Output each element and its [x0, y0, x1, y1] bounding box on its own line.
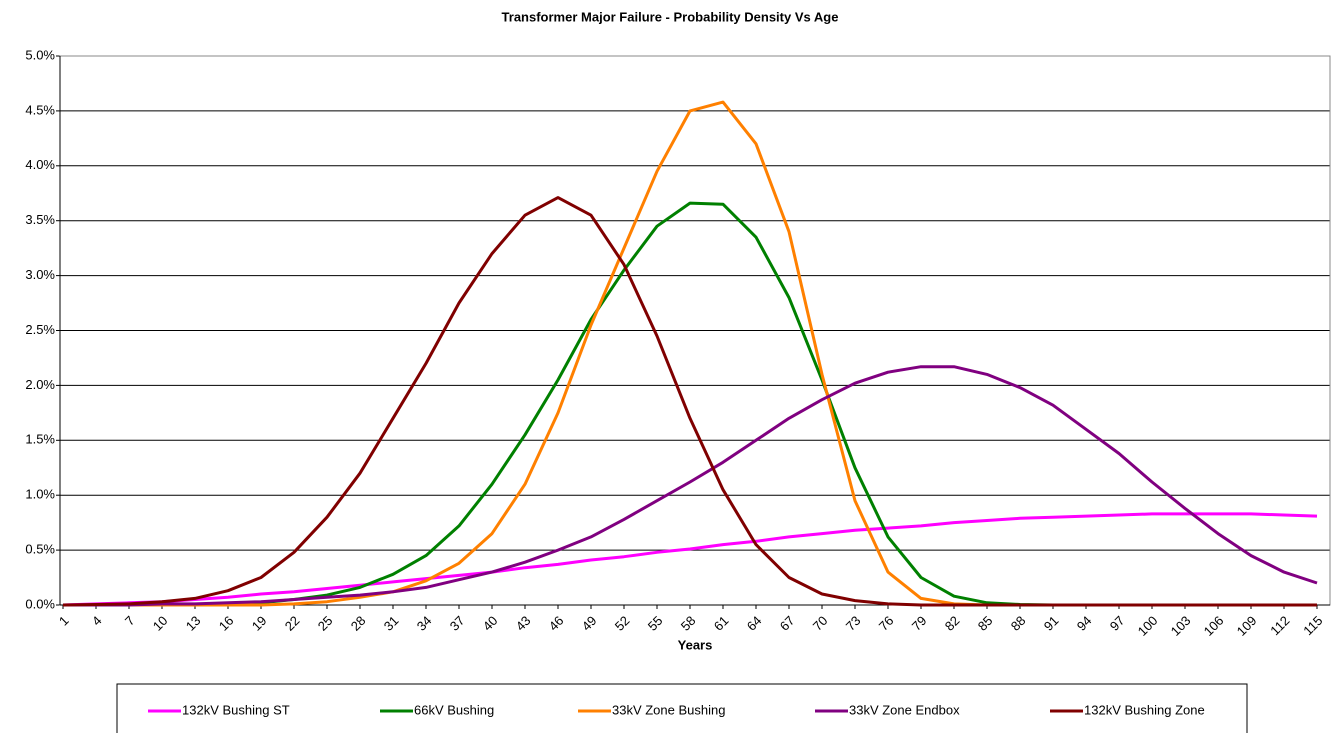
legend-label: 132kV Bushing ST: [182, 702, 290, 717]
x-tick-label: 82: [942, 613, 963, 634]
x-tick-label: 91: [1041, 613, 1062, 634]
x-tick-label: 76: [876, 613, 897, 634]
series-line: [62, 512, 1318, 607]
chart-title: Transformer Major Failure - Probability …: [502, 9, 839, 24]
x-tick-label: 67: [777, 613, 798, 634]
x-tick-label: 109: [1234, 613, 1260, 639]
x-axis-label: Years: [678, 637, 713, 652]
legend-label: 66kV Bushing: [414, 702, 494, 717]
series-line: [62, 196, 1317, 607]
legend-label: 33kV Zone Endbox: [849, 702, 960, 717]
y-tick-label: 5.0%: [25, 47, 55, 62]
x-tick-label: 22: [282, 613, 303, 634]
x-tick-label: 31: [381, 613, 402, 634]
legend-box: [116, 683, 1248, 733]
series-line: [63, 365, 1318, 607]
x-tick-label: 1: [56, 613, 72, 629]
y-tick-label: 2.5%: [25, 322, 55, 337]
x-tick-label: 52: [612, 613, 633, 634]
y-tick-label: 3.5%: [25, 212, 55, 227]
x-tick-label: 94: [1074, 613, 1095, 634]
x-tick-label: 73: [843, 613, 864, 634]
y-tick-label: 3.0%: [25, 267, 55, 282]
x-tick-label: 115: [1300, 613, 1325, 638]
x-tick-label: 37: [447, 613, 468, 634]
x-tick-label: 112: [1267, 613, 1292, 638]
x-tick-label: 64: [744, 613, 765, 634]
legend-label: 132kV Bushing Zone: [1084, 702, 1205, 717]
x-tick-label: 61: [711, 613, 732, 634]
x-tick-label: 19: [249, 613, 270, 634]
x-tick-label: 7: [122, 613, 138, 629]
x-tick-label: 10: [150, 613, 171, 634]
y-tick-label: 1.5%: [25, 432, 55, 447]
x-tick-label: 16: [216, 613, 237, 634]
x-tick-label: 25: [315, 613, 336, 634]
x-tick-label: 106: [1201, 613, 1227, 639]
x-tick-label: 100: [1135, 613, 1161, 639]
series-line: [63, 100, 1317, 607]
y-tick-label: 4.5%: [25, 102, 55, 117]
x-tick-label: 49: [579, 613, 600, 634]
x-tick-label: 88: [1008, 613, 1029, 634]
x-tick-label: 85: [975, 613, 996, 634]
y-tick-label: 0.0%: [25, 596, 55, 611]
series-line: [63, 201, 1317, 607]
x-tick-label: 13: [183, 613, 204, 634]
x-tick-label: 40: [480, 613, 501, 634]
x-tick-label: 46: [546, 613, 567, 634]
x-tick-label: 4: [89, 613, 105, 629]
x-tick-label: 34: [414, 613, 435, 634]
x-tick-label: 70: [810, 613, 831, 634]
x-tick-label: 97: [1107, 613, 1128, 634]
x-tick-label: 58: [678, 613, 699, 634]
legend-label: 33kV Zone Bushing: [612, 702, 725, 717]
x-tick-label: 79: [909, 613, 930, 634]
y-tick-label: 0.5%: [25, 542, 55, 557]
y-tick-label: 4.0%: [25, 157, 55, 172]
x-tick-label: 28: [348, 613, 369, 634]
x-tick-label: 43: [513, 613, 534, 634]
y-tick-label: 1.0%: [25, 487, 55, 502]
x-tick-label: 103: [1168, 613, 1194, 639]
y-tick-label: 2.0%: [25, 377, 55, 392]
x-tick-label: 55: [645, 613, 666, 634]
